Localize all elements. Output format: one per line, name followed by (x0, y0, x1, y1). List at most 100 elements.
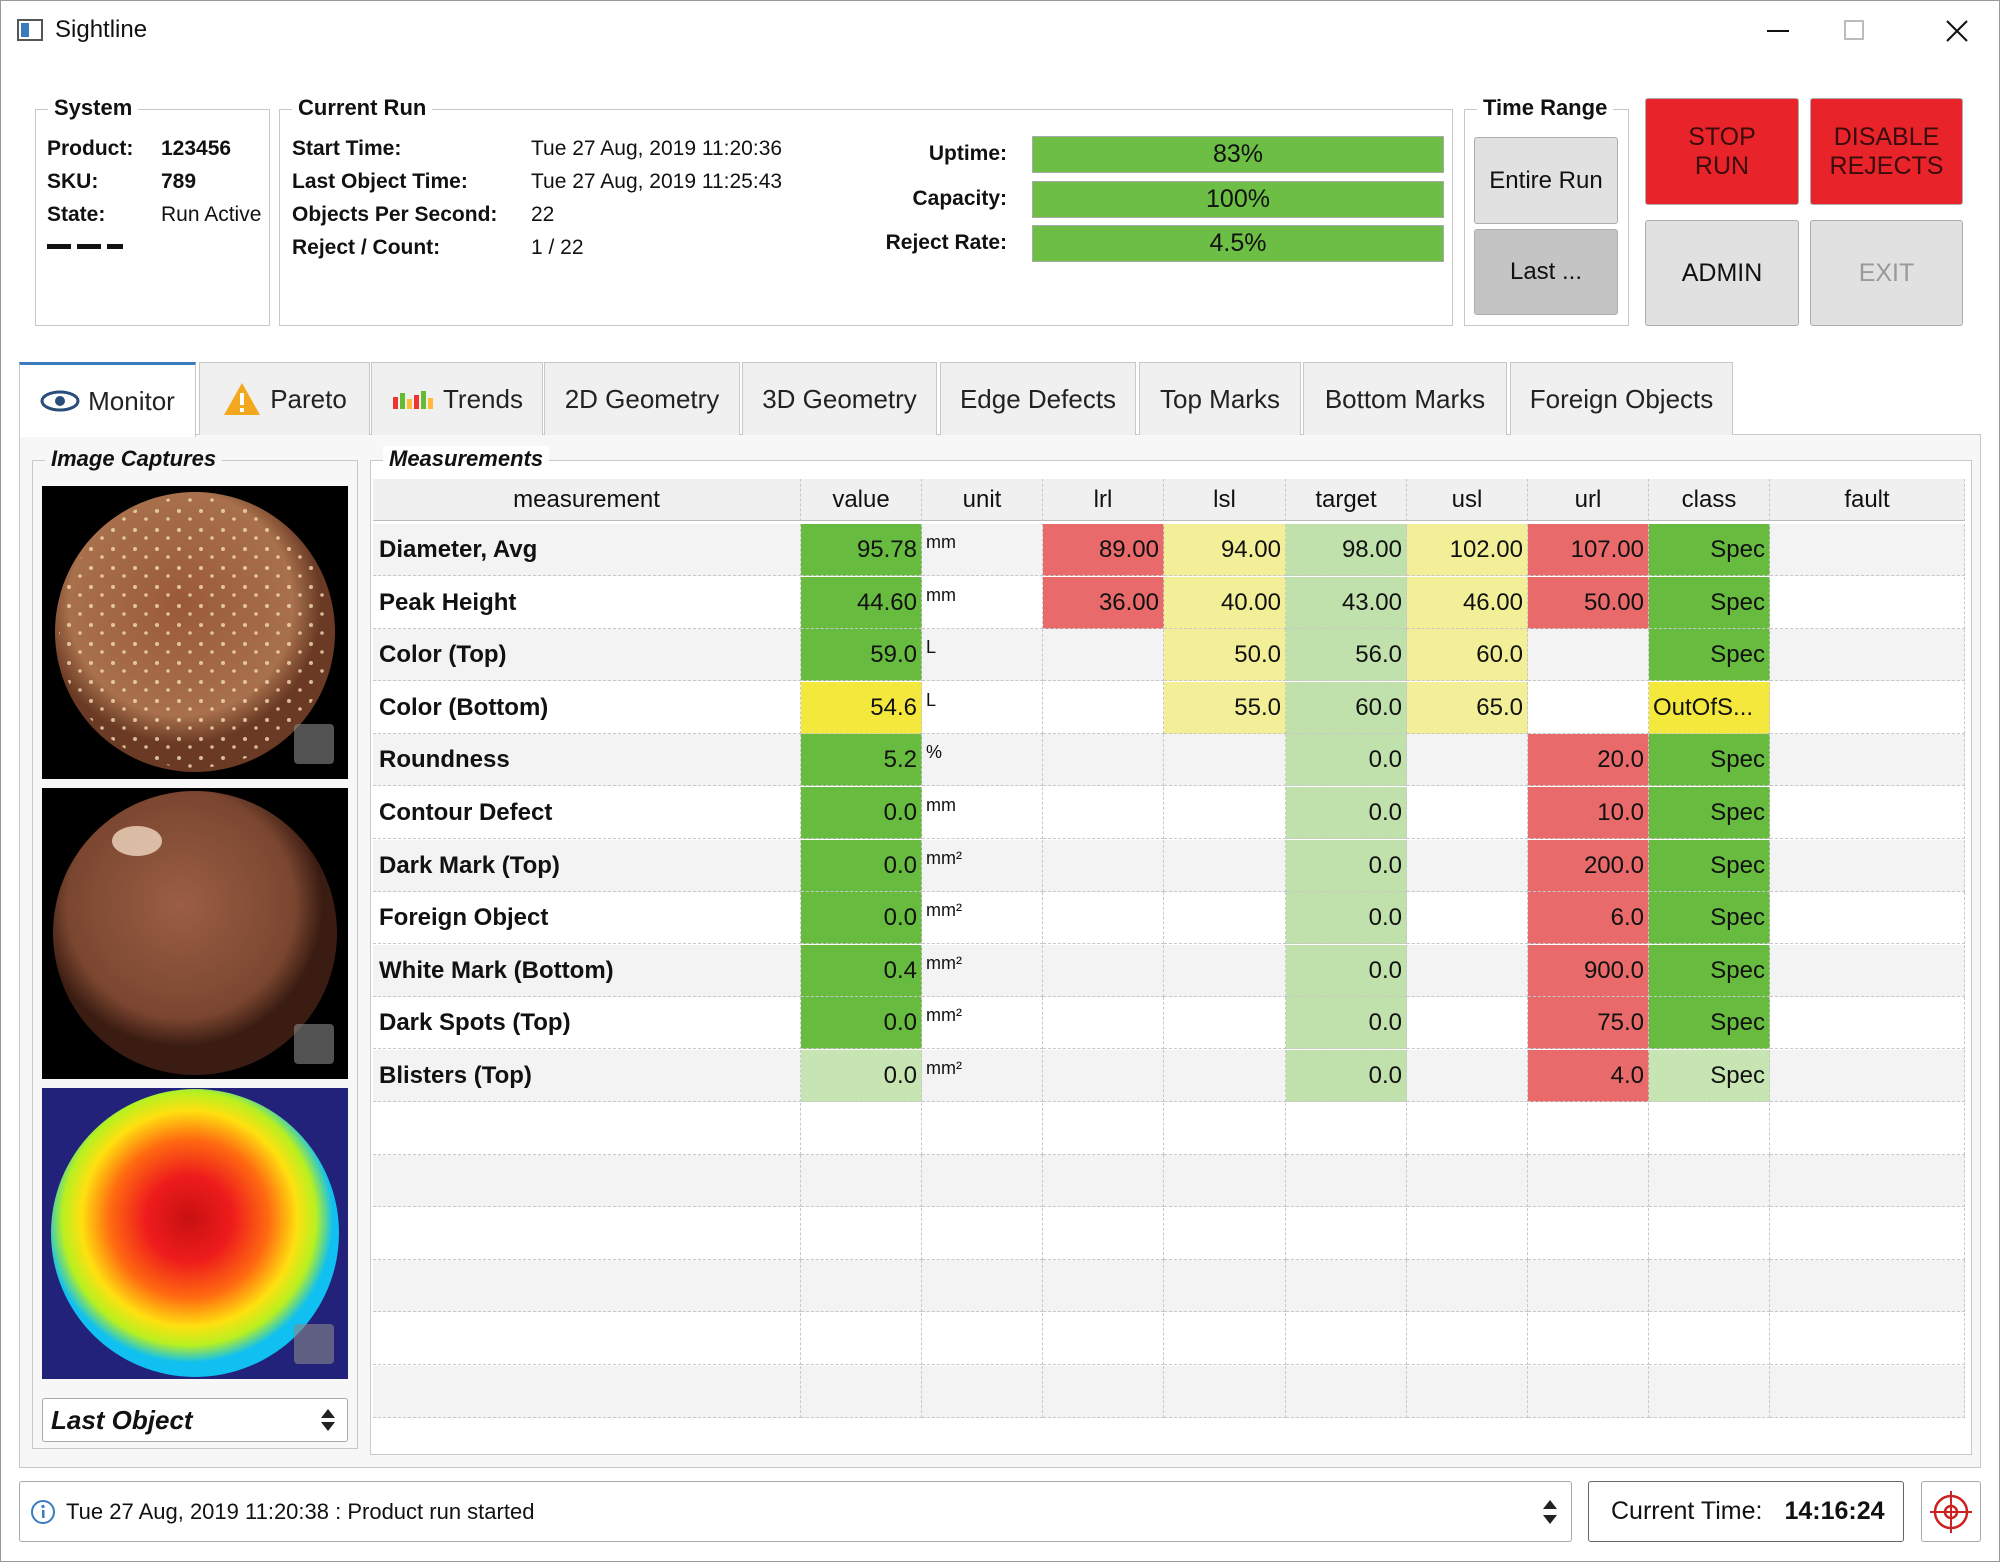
table-cell: Spec (1649, 997, 1770, 1050)
table-cell (1164, 944, 1286, 997)
table-cell: Spec (1649, 576, 1770, 629)
time-value: 14:16:24 (1784, 1497, 1885, 1525)
table-cell: Peak Height (373, 576, 801, 629)
stop-run-button[interactable]: STOP RUN (1645, 98, 1799, 205)
table-cell: mm² (922, 944, 1043, 997)
target-button[interactable] (1921, 1481, 1981, 1542)
table-cell: 36.00 (1043, 576, 1164, 629)
table-cell: 0.0 (1286, 1050, 1407, 1102)
table-cell: Spec (1649, 787, 1770, 839)
empty-cell (801, 1365, 922, 1418)
table-cell: mm (922, 576, 1043, 629)
status-message: Tue 27 Aug, 2019 11:20:38 : Product run … (66, 1499, 535, 1524)
table-cell: Spec (1649, 839, 1770, 892)
empty-cell (1528, 1313, 1649, 1365)
metric-label: Capacity: (912, 187, 1007, 210)
empty-cell (1043, 1207, 1164, 1260)
table-cell: 65.0 (1407, 681, 1528, 734)
empty-cell (1528, 1207, 1649, 1260)
disable-rejects-button[interactable]: DISABLE REJECTS (1810, 98, 1963, 205)
table-cell: 0.0 (801, 839, 922, 892)
empty-cell (1164, 1155, 1286, 1208)
window-controls[interactable] (1761, 15, 1981, 47)
group-title: Current Run (292, 95, 433, 121)
empty-cell (922, 1260, 1043, 1313)
capture-selector[interactable]: Last Object (42, 1398, 348, 1442)
field-label: Product: (47, 137, 134, 160)
metric-label: Reject Rate: (885, 231, 1007, 254)
table-cell (1770, 524, 1965, 576)
empty-cell (1286, 1155, 1407, 1208)
empty-cell (1164, 1313, 1286, 1365)
table-cell: mm (922, 524, 1043, 576)
empty-cell (801, 1260, 922, 1313)
table-cell: 0.0 (801, 787, 922, 839)
table-cell: 0.0 (1286, 997, 1407, 1050)
table-cell: 102.00 (1407, 524, 1528, 576)
table-cell: 0.0 (1286, 944, 1407, 997)
empty-cell (1043, 1313, 1164, 1365)
table-cell (1043, 839, 1164, 892)
current-time: Current Time: 14:16:24 (1588, 1481, 1904, 1542)
table-cell (1164, 734, 1286, 787)
empty-cell (1528, 1155, 1649, 1208)
metric-bar: 4.5% (1032, 225, 1444, 262)
tab[interactable]: 3D Geometry (742, 362, 937, 435)
table-cell (1043, 1050, 1164, 1102)
selector-value: Last Object (51, 1405, 193, 1435)
tab[interactable]: Bottom Marks (1303, 362, 1507, 435)
table-cell (1407, 839, 1528, 892)
table-cell: 200.0 (1528, 839, 1649, 892)
empty-cell (373, 1102, 801, 1155)
table-cell: 75.0 (1528, 997, 1649, 1050)
table-cell: Spec (1649, 734, 1770, 787)
admin-button[interactable]: ADMIN (1645, 220, 1799, 326)
table-cell (1770, 997, 1965, 1050)
entire-run-button[interactable]: Entire Run (1474, 137, 1618, 224)
table-cell (1770, 1050, 1965, 1102)
group-title: Measurements (383, 446, 550, 472)
empty-cell (1043, 1365, 1164, 1418)
tab[interactable]: Pareto (199, 362, 370, 435)
empty-cell (922, 1102, 1043, 1155)
table-cell (1770, 681, 1965, 734)
table-cell: 0.0 (801, 997, 922, 1050)
table-cell (1043, 892, 1164, 945)
status-dashes (47, 244, 123, 249)
table-cell: mm² (922, 892, 1043, 945)
tab[interactable]: Top Marks (1139, 362, 1301, 435)
group-title: Image Captures (45, 446, 223, 472)
tab[interactable]: Foreign Objects (1510, 362, 1733, 435)
empty-cell (1649, 1102, 1770, 1155)
tab[interactable]: Monitor (19, 362, 196, 437)
empty-cell (1286, 1102, 1407, 1155)
field-value: Tue 27 Aug, 2019 11:25:43 (531, 170, 783, 193)
empty-cell (801, 1207, 922, 1260)
exit-button[interactable]: EXIT (1810, 220, 1963, 326)
table-cell: White Mark (Bottom) (373, 944, 801, 997)
info-icon (31, 1500, 55, 1524)
last-button[interactable]: Last ... (1474, 229, 1618, 315)
tab[interactable]: Trends (371, 362, 543, 435)
tab[interactable]: Edge Defects (940, 362, 1136, 435)
column-header: value (801, 479, 922, 521)
table-cell: mm² (922, 997, 1043, 1050)
table-cell: % (922, 734, 1043, 787)
table-cell: 10.0 (1528, 787, 1649, 839)
table-cell (1407, 997, 1528, 1050)
field-label: Reject / Count: (292, 236, 441, 259)
empty-cell (801, 1102, 922, 1155)
tab[interactable]: 2D Geometry (544, 362, 740, 435)
table-cell (1770, 629, 1965, 682)
empty-cell (1286, 1313, 1407, 1365)
empty-cell (1649, 1155, 1770, 1208)
table-cell (1407, 944, 1528, 997)
metric-label: Uptime: (928, 142, 1007, 165)
table-cell (1164, 839, 1286, 892)
column-header: url (1528, 479, 1649, 521)
empty-cell (1286, 1365, 1407, 1418)
status-log[interactable]: Tue 27 Aug, 2019 11:20:38 : Product run … (19, 1481, 1572, 1542)
table-cell: mm (922, 787, 1043, 839)
empty-cell (1770, 1102, 1965, 1155)
